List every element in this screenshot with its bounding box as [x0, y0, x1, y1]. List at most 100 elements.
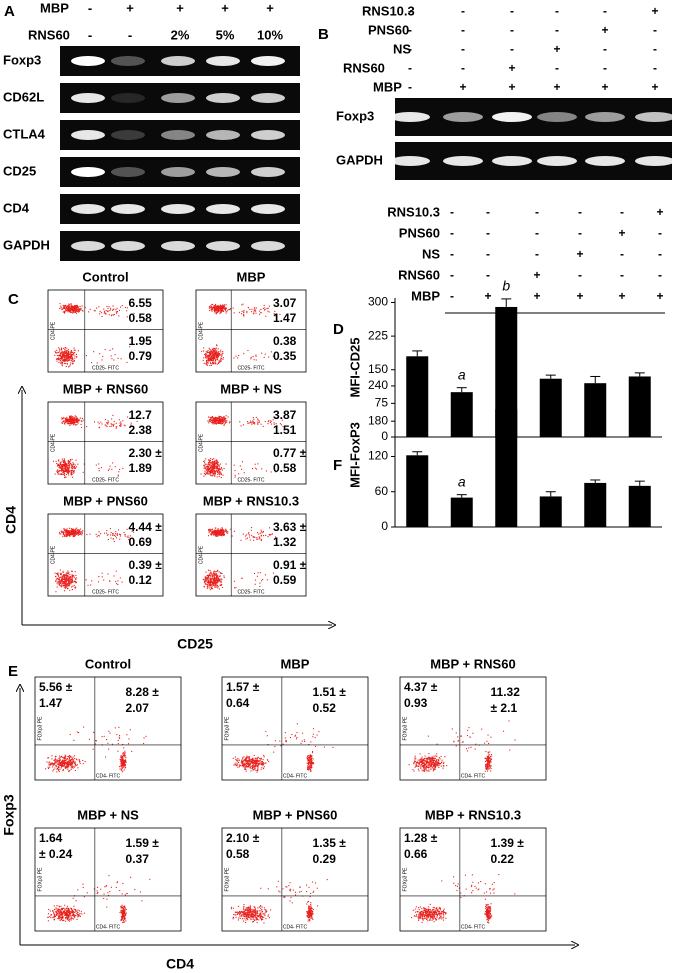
- dot: [429, 762, 431, 764]
- dot: [65, 466, 67, 468]
- dot: [223, 576, 225, 579]
- dot: [124, 306, 126, 309]
- dot: [62, 575, 64, 577]
- dot: [306, 757, 308, 759]
- dot: [257, 766, 259, 768]
- dot: [61, 466, 63, 468]
- dot: [122, 759, 124, 761]
- dot: [205, 465, 207, 468]
- dot: [70, 583, 72, 585]
- dot: [256, 757, 259, 759]
- dot: [257, 421, 259, 423]
- dot: [56, 469, 59, 471]
- dot: [446, 765, 448, 767]
- dot: [207, 578, 209, 580]
- dot: [67, 311, 69, 313]
- dot: [437, 759, 439, 761]
- dot: [310, 759, 313, 761]
- dot: [427, 735, 429, 737]
- dot: [215, 459, 217, 461]
- dot: [64, 464, 66, 466]
- dot: [105, 425, 107, 427]
- plot-axis-title: CD4-PE: [198, 321, 204, 340]
- dot: [70, 472, 72, 474]
- dot: [252, 764, 255, 766]
- dot: [206, 467, 208, 469]
- dot: [65, 766, 67, 768]
- dot: [215, 423, 217, 425]
- dot: [64, 468, 66, 470]
- dot: [214, 586, 216, 588]
- plot-axis-title: CD4-PE: [198, 545, 204, 564]
- dot: [120, 306, 122, 308]
- dot: [68, 304, 70, 307]
- dot: [76, 421, 78, 424]
- dot: [253, 310, 255, 312]
- dot: [205, 577, 207, 579]
- dot: [218, 420, 220, 422]
- dot: [216, 465, 218, 467]
- sign: +: [601, 23, 608, 37]
- dot: [69, 755, 71, 757]
- dot: [66, 347, 68, 349]
- dot: [424, 764, 426, 766]
- dot: [212, 582, 215, 584]
- dot: [122, 762, 124, 764]
- dot: [209, 348, 211, 351]
- dot: [212, 355, 214, 357]
- dot: [60, 576, 62, 578]
- gel-label: CD4: [3, 200, 30, 215]
- dot: [284, 732, 286, 734]
- dot: [64, 529, 66, 532]
- dot: [61, 351, 63, 353]
- dot: [64, 461, 66, 463]
- dot: [242, 303, 244, 305]
- dot: [205, 577, 207, 579]
- band: [206, 204, 240, 214]
- dot: [131, 530, 133, 532]
- dot: [60, 351, 62, 353]
- dot: [206, 471, 208, 473]
- dot: [437, 762, 439, 764]
- dot: [236, 763, 239, 765]
- dot: [437, 763, 439, 765]
- dot: [223, 417, 226, 419]
- dot: [74, 758, 76, 760]
- dot: [68, 353, 71, 355]
- sign: -: [555, 61, 559, 75]
- dot: [218, 578, 220, 580]
- dot: [54, 911, 57, 913]
- dot: [86, 425, 88, 428]
- sign: -: [535, 226, 539, 240]
- dot: [213, 309, 215, 312]
- dot: [421, 762, 424, 765]
- dot: [62, 756, 64, 758]
- dot: [489, 764, 491, 766]
- dot: [217, 353, 219, 355]
- dot: [257, 769, 259, 771]
- dot: [60, 352, 62, 354]
- dot: [217, 305, 219, 307]
- dot: [296, 736, 298, 738]
- dot: [220, 533, 222, 535]
- panel-label: E: [8, 663, 18, 680]
- dot: [222, 305, 224, 307]
- dot: [252, 421, 254, 423]
- dot: [205, 581, 207, 583]
- dot: [70, 311, 72, 313]
- dot: [213, 420, 215, 422]
- dot: [117, 750, 119, 752]
- dot: [64, 582, 66, 584]
- dot: [94, 310, 96, 312]
- dot: [218, 466, 220, 468]
- dot: [51, 758, 53, 760]
- band: [585, 112, 625, 122]
- dot: [68, 770, 70, 772]
- dot: [63, 578, 65, 580]
- dot: [63, 910, 65, 912]
- dot: [215, 354, 217, 356]
- dot: [214, 347, 216, 350]
- dot: [66, 358, 68, 360]
- dot: [484, 757, 486, 759]
- dot: [123, 769, 125, 771]
